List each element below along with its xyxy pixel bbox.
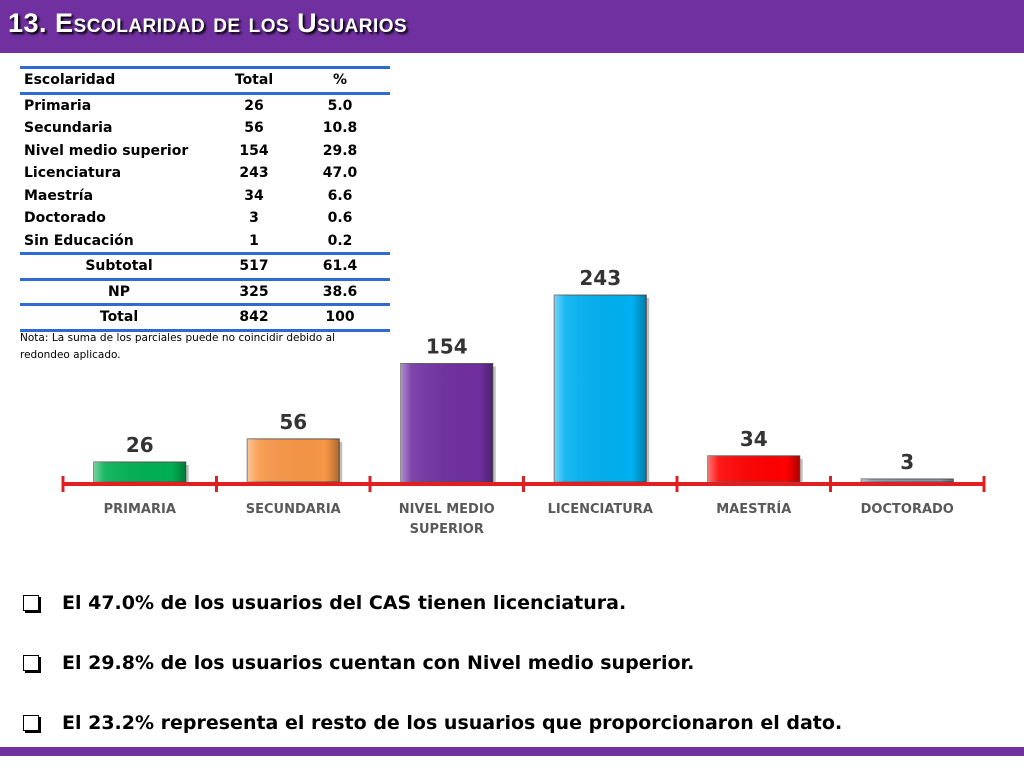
- table-cell-total: 56: [244, 120, 264, 136]
- bar-value-label: 3: [900, 450, 914, 474]
- table-header-row: Escolaridad Total %: [20, 66, 390, 95]
- bullet-item: El 47.0% de los usuarios del CAS tienen …: [20, 588, 1010, 618]
- table-cell-pct: 61.4: [290, 252, 390, 281]
- bar-value-label: 154: [426, 335, 468, 359]
- table-cell-pct: 0.2: [327, 232, 353, 249]
- table-cell-total: 34: [244, 187, 264, 204]
- summary-bullets: El 47.0% de los usuarios del CAS tienen …: [20, 588, 1010, 768]
- bar-value-label: 56: [279, 410, 307, 434]
- table-row: Nivel medio superior 154 29.8: [20, 140, 390, 163]
- table-cell-label: Secundaria: [24, 120, 113, 136]
- table-row: Secundaria 56 10.8: [20, 117, 390, 140]
- table-row: Maestría 34 6.6: [20, 185, 390, 208]
- table-cell-pct: 6.6: [327, 187, 353, 204]
- table-total-row: Total 842 100: [20, 304, 390, 332]
- checkbox-bullet-icon: [23, 655, 39, 671]
- footer-bar: [0, 747, 1024, 756]
- table-cell-pct: 38.6: [290, 279, 390, 306]
- table-cell-pct: 10.8: [322, 120, 358, 136]
- table-row: Doctorado 3 0.6: [20, 207, 390, 230]
- table-row: Licenciatura 243 47.0: [20, 162, 390, 185]
- table-cell-label: NP: [20, 279, 218, 306]
- category-label: DOCTORADO: [861, 502, 954, 517]
- bar: [400, 363, 496, 485]
- table-cell-label: Total: [20, 304, 218, 332]
- page-title: 13. Escolaridad de los Usuarios: [8, 8, 408, 38]
- table-cell-label: Doctorado: [24, 210, 106, 226]
- table-np-row: NP 325 38.6: [20, 279, 390, 306]
- table-cell-label: Sin Educación: [24, 232, 134, 249]
- schooling-table: Escolaridad Total % Primaria 26 5.0 Secu…: [20, 66, 390, 332]
- bullet-text: El 29.8% de los usuarios cuentan con Niv…: [62, 652, 695, 674]
- table-cell-pct: 100: [290, 304, 390, 332]
- bar-value-label: 243: [579, 266, 621, 290]
- table-cell-label: Subtotal: [20, 252, 218, 281]
- header-bar: 13. Escolaridad de los Usuarios: [0, 0, 1024, 53]
- table-cell-label: Licenciatura: [24, 165, 122, 181]
- bullet-item: El 23.2% representa el resto de los usua…: [20, 708, 1010, 738]
- bullet-text: El 23.2% representa el resto de los usua…: [62, 712, 843, 734]
- table-header-cell: %: [290, 66, 390, 95]
- category-label: NIVEL MEDIO SUPERIOR: [399, 502, 495, 537]
- bar: [93, 461, 189, 485]
- table-cell-pct: 5.0: [327, 97, 353, 114]
- table-cell-pct: 0.6: [327, 210, 353, 226]
- bar: [246, 438, 343, 485]
- table-header-cell: Total: [218, 66, 290, 95]
- table-header-cell: Escolaridad: [20, 66, 218, 95]
- table-cell-total: 517: [218, 252, 290, 281]
- category-label: SECUNDARIA: [246, 502, 341, 517]
- table-cell-pct: 47.0: [322, 165, 358, 181]
- bar-value-label: 34: [740, 427, 768, 451]
- table-cell-label: Maestría: [24, 187, 94, 204]
- bullet-text: El 47.0% de los usuarios del CAS tienen …: [62, 592, 627, 614]
- schooling-bar-chart: 26 PRIMARIA 56 SECUNDARIA 154 NIVEL MEDIO SUPE…: [61, 266, 986, 537]
- category-label: MAESTRÍA: [716, 501, 791, 517]
- bar-value-label: 26: [126, 433, 154, 457]
- table-cell-pct: 29.8: [322, 142, 358, 159]
- table-cell-total: 154: [239, 142, 269, 159]
- table-subtotal-row: Subtotal 517 61.4: [20, 252, 390, 281]
- table-cell-label: Primaria: [24, 97, 92, 114]
- bar: [553, 294, 650, 485]
- bar: [707, 455, 803, 485]
- checkbox-bullet-icon: [23, 595, 39, 611]
- table-cell-total: 1: [249, 232, 259, 249]
- table-row: Sin Educación 1 0.2: [20, 230, 390, 254]
- table-row: Primaria 26 5.0: [20, 93, 390, 117]
- bullet-item: El 29.8% de los usuarios cuentan con Niv…: [20, 648, 1010, 678]
- table-cell-total: 243: [239, 165, 269, 181]
- table-cell-total: 325: [218, 279, 290, 306]
- table-cell-label: Nivel medio superior: [24, 142, 189, 159]
- category-label: PRIMARIA: [104, 502, 176, 517]
- checkbox-bullet-icon: [23, 715, 39, 731]
- table-cell-total: 3: [249, 210, 259, 226]
- rounding-note: Nota: La suma de los parciales puede no …: [20, 332, 335, 361]
- table-cell-total: 842: [218, 304, 290, 332]
- category-label: LICENCIATURA: [548, 502, 653, 517]
- table-cell-total: 26: [244, 97, 264, 114]
